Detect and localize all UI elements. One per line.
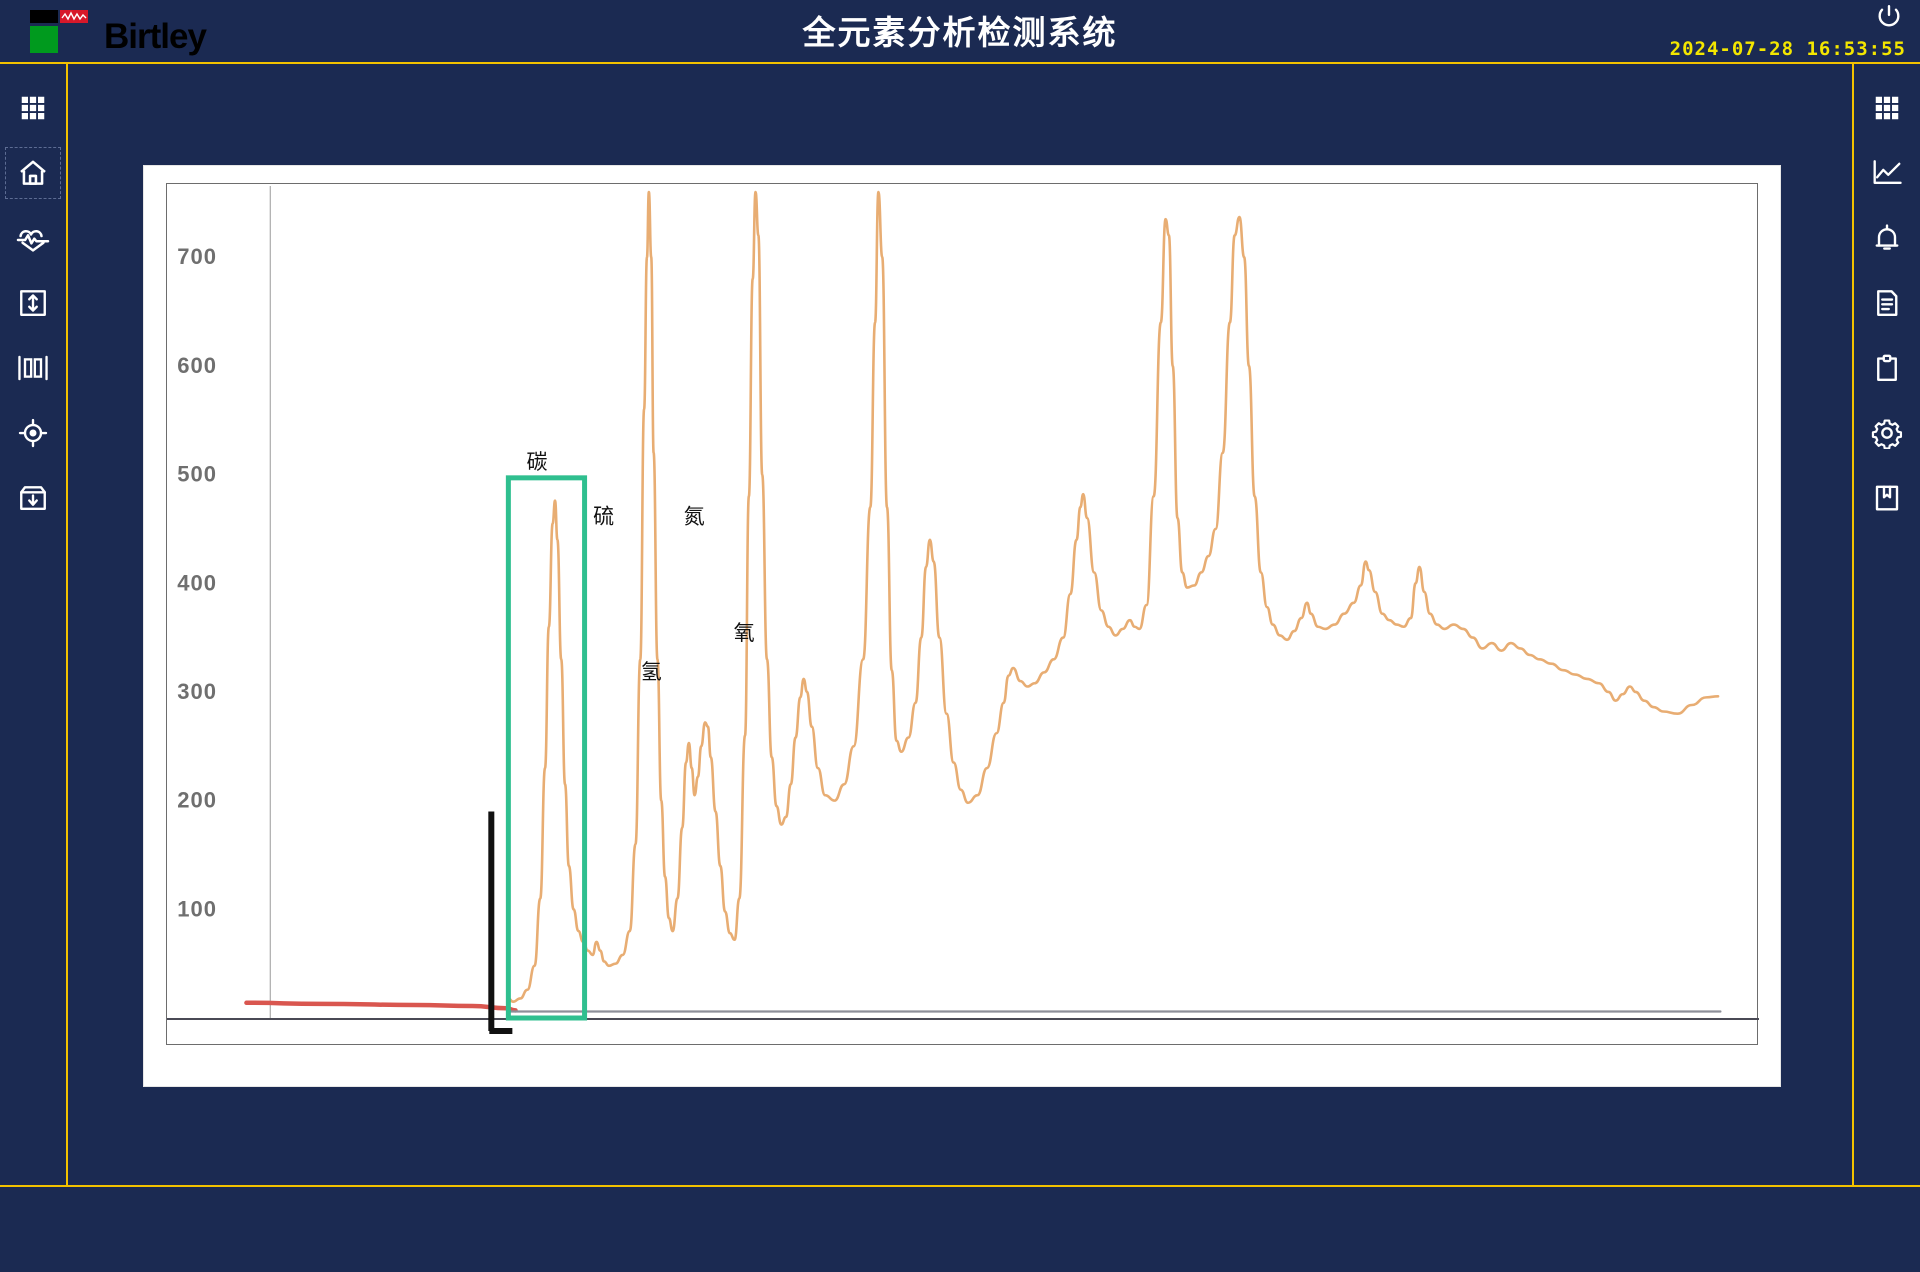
element-label-oxygen: 氧 xyxy=(734,621,755,645)
range-marker[interactable] xyxy=(488,811,513,1035)
y-axis-tick: 400 xyxy=(177,570,217,595)
y-axis-tick: 600 xyxy=(177,353,217,378)
system-clock: 2024-07-28 16:53:55 xyxy=(1669,38,1906,60)
sidebar-item-channels[interactable] xyxy=(5,342,61,394)
birtley-logo-icon xyxy=(22,8,88,54)
chart-card: 1002003004005006007001234567891011121314… xyxy=(144,166,1780,1086)
bars-icon xyxy=(18,355,48,381)
series-baseline-red xyxy=(244,1000,518,1013)
y-axis-tick: 100 xyxy=(177,896,217,921)
right-sidebar xyxy=(1854,64,1920,1185)
logo-green-block xyxy=(30,26,58,53)
sidebar-item-manual[interactable] xyxy=(1859,472,1915,524)
grid-icon xyxy=(1875,96,1899,120)
bell-icon xyxy=(1875,224,1899,250)
element-label-carbon: 碳 xyxy=(526,450,547,474)
y-axis-tick: 300 xyxy=(177,679,217,704)
footer-divider xyxy=(0,1185,1920,1187)
sidebar-item-grid[interactable] xyxy=(5,82,61,134)
sidebar-item-document[interactable] xyxy=(1859,277,1915,329)
sidebar-item-records[interactable] xyxy=(1859,342,1915,394)
left-rail-divider xyxy=(66,62,68,1187)
sidebar-item-range[interactable] xyxy=(5,277,61,329)
grid-icon xyxy=(21,96,45,120)
sidebar-item-grid-right[interactable] xyxy=(1859,82,1915,134)
y-axis-tick: 500 xyxy=(177,462,217,487)
power-icon[interactable] xyxy=(1876,3,1902,29)
chart-plot-area[interactable]: 1002003004005006007001234567891011121314… xyxy=(166,183,1759,1045)
sidebar-item-settings[interactable] xyxy=(1859,407,1915,459)
brand-logo: Birtley xyxy=(22,6,207,56)
element-label-sulfur: 硫 xyxy=(593,504,614,528)
download-icon xyxy=(20,486,46,510)
clipboard-icon xyxy=(1877,354,1897,381)
left-sidebar xyxy=(0,64,66,1185)
line-chart-icon xyxy=(1873,160,1902,185)
gear-icon xyxy=(1871,419,1903,449)
app-header: Birtley 全元素分析检测系统 2024-07-28 16:53:55 xyxy=(0,0,1920,62)
pulse-icon xyxy=(16,230,50,252)
element-label-nitrogen: 氮 xyxy=(684,504,705,528)
logo-red-block xyxy=(60,10,88,23)
target-icon xyxy=(18,418,48,448)
header-divider xyxy=(0,62,1920,64)
selection-box[interactable] xyxy=(505,475,588,1021)
document-icon xyxy=(1877,290,1898,316)
right-rail-divider xyxy=(1852,62,1854,1187)
book-icon xyxy=(1875,485,1899,511)
resize-icon xyxy=(20,290,46,316)
sidebar-item-target[interactable] xyxy=(5,407,61,459)
sidebar-item-trend[interactable] xyxy=(1859,147,1915,199)
logo-wordmark: Birtley xyxy=(104,17,207,56)
sidebar-item-alarm[interactable] xyxy=(1859,212,1915,264)
logo-black-block xyxy=(30,10,58,23)
element-label-hydrogen: 氢 xyxy=(641,660,662,684)
series-spectrum xyxy=(507,190,1720,1003)
y-axis-tick: 200 xyxy=(177,788,217,813)
sidebar-item-home[interactable] xyxy=(5,147,61,199)
sidebar-item-download[interactable] xyxy=(5,472,61,524)
y-axis-tick: 700 xyxy=(177,244,217,269)
sidebar-item-pulse[interactable] xyxy=(5,212,61,264)
home-icon xyxy=(20,160,46,185)
page-title: 全元素分析检测系统 xyxy=(802,13,1118,52)
spectrum-chart: 1002003004005006007001234567891011121314… xyxy=(167,186,1759,1035)
